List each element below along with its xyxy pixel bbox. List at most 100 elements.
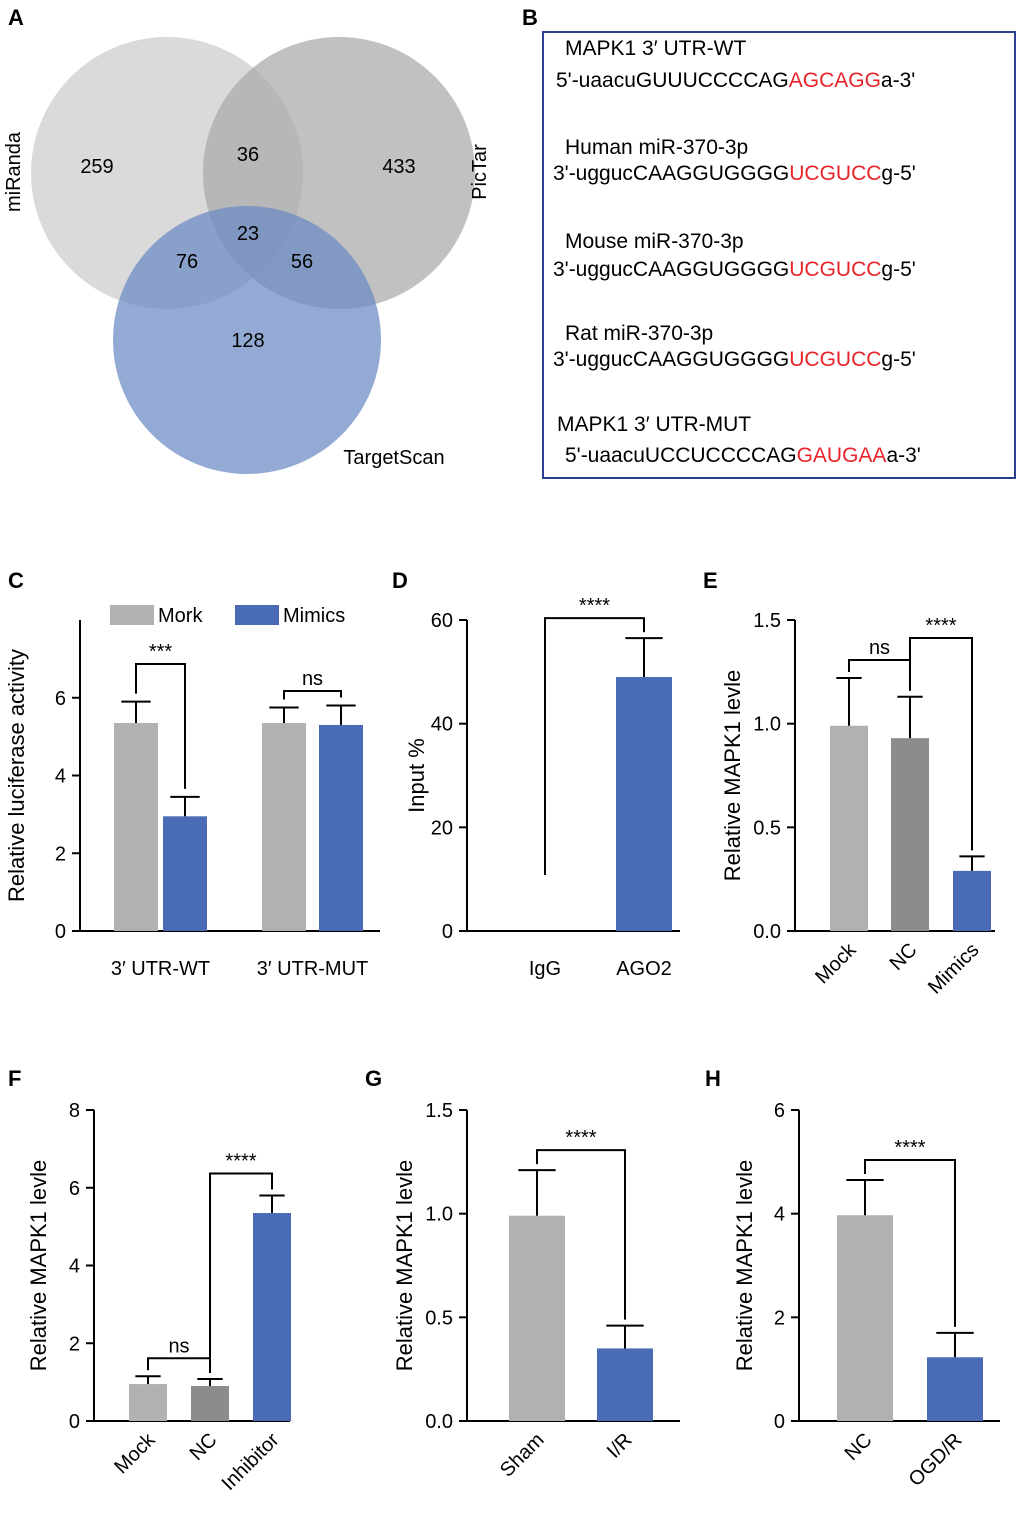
y-axis-label: Input %: [404, 738, 429, 813]
significance-label: ****: [225, 1151, 256, 1173]
venn-count-pictar-targetscan: 56: [291, 251, 313, 273]
x-tick-label: Mock: [811, 938, 861, 988]
y-tick-label: 40: [431, 714, 453, 736]
bar: [830, 725, 868, 931]
y-tick-label: 8: [69, 1100, 80, 1122]
sequence-text: 3'-uggucCAAGGUGGGGUCGUCCg-5': [553, 258, 916, 281]
x-tick-label: OGD/R: [905, 1429, 967, 1491]
y-tick-label: 6: [55, 688, 66, 710]
panel-label-a: A: [8, 5, 24, 30]
bar: [191, 1386, 229, 1421]
y-axis-label: Relative MAPK1 levle: [720, 670, 745, 882]
sequence-block-human: Human miR-370-3p 3'-uggucCAAGGUGGGGUCGUC…: [553, 136, 916, 185]
bar: [891, 738, 929, 931]
y-tick-label: 6: [774, 1100, 785, 1122]
significance-label: ****: [925, 615, 956, 637]
panel-f: F 0 2 4 6 8 Relative MAPK1 levle Mock NCInhibit…: [8, 1066, 291, 1495]
panel-label-g: G: [365, 1066, 382, 1091]
venn-count-miranda-only: 259: [80, 156, 113, 178]
y-tick-label: 2: [774, 1307, 785, 1329]
y-axis-label: Relative luciferase activity: [4, 649, 29, 902]
x-tick-label: 3′ UTR-MUT: [257, 958, 369, 980]
y-tick-label: 4: [69, 1256, 80, 1278]
significance-bracket: [544, 617, 645, 875]
y-tick-label: 2: [69, 1333, 80, 1355]
y-tick-label: 1.0: [425, 1204, 453, 1226]
bar: [114, 723, 158, 931]
legend-item: Mork: [110, 605, 203, 627]
bar: [163, 816, 207, 931]
x-tick-label: Sham: [496, 1429, 549, 1482]
x-tick-label: AGO2: [616, 958, 672, 980]
x-tick-label: Mimics: [924, 939, 984, 999]
y-tick-label: 0.0: [425, 1411, 453, 1433]
bar: [319, 724, 363, 931]
significance-label: ns: [869, 637, 890, 659]
sequence-box: [542, 31, 1016, 479]
bar: [129, 1384, 167, 1421]
legend-swatch: [110, 605, 154, 625]
significance-bracket: [909, 637, 973, 851]
x-tick-label: 3′ UTR-WT: [111, 958, 210, 980]
venn-label-miranda: miRanda: [3, 131, 25, 212]
sequence-text: 5'-uaacuUCCUCCCCAGGAUGAAa-3': [565, 444, 921, 467]
y-tick-label: 0.5: [425, 1307, 453, 1329]
panel-c: C 0 2 4 6 Relative luciferase activity 3′ UTR…: [4, 568, 380, 980]
y-axis-label: Relative MAPK1 levle: [392, 1160, 417, 1372]
panel-g: G 0.0 0.5 1.0 1.5 Relative MAPK1 levle Sham I/…: [365, 1066, 680, 1481]
y-tick-label: 1.5: [753, 610, 781, 632]
venn-count-miranda-pictar: 36: [237, 144, 259, 166]
y-tick-label: 0: [442, 921, 453, 943]
panel-label-e: E: [703, 568, 718, 593]
bar: [597, 1348, 653, 1421]
y-tick-label: 6: [69, 1178, 80, 1200]
venn-count-miranda-targetscan: 76: [176, 251, 198, 273]
bar: [927, 1357, 983, 1421]
x-tick-label: I/R: [603, 1429, 637, 1463]
y-tick-label: 60: [431, 610, 453, 632]
panel-e: E 0.0 0.5 1.0 1.5 Relative MAPK1 levle Mock NC…: [703, 568, 995, 999]
significance-bracket: [848, 659, 911, 691]
y-tick-label: 0: [69, 1411, 80, 1433]
sequence-block-mouse: Mouse miR-370-3p 3'-uggucCAAGGUGGGGUCGUC…: [553, 230, 916, 281]
sequence-text: 5'-uaacuGUUUCCCCAGAGCAGGa-3': [556, 69, 915, 92]
legend-label: Mork: [158, 605, 203, 627]
venn-label-targetscan: TargetScan: [343, 447, 444, 469]
sequence-label: Mouse miR-370-3p: [565, 230, 744, 253]
y-tick-label: 0.5: [753, 817, 781, 839]
bar: [616, 677, 672, 931]
significance-label: ns: [168, 1335, 189, 1357]
y-axis-label: Relative MAPK1 levle: [732, 1160, 757, 1372]
panel-a: A miRanda PicTar TargetScan 259 36 433 2…: [3, 5, 491, 474]
venn-count-targetscan-only: 128: [231, 330, 264, 352]
venn-count-pictar-only: 433: [382, 156, 415, 178]
x-tick-label: NC: [886, 939, 922, 975]
significance-bracket: [147, 1357, 211, 1374]
significance-bracket: [536, 1149, 626, 1320]
sequence-label: Human miR-370-3p: [565, 136, 748, 159]
panel-label-f: F: [8, 1066, 21, 1091]
significance-label: ****: [579, 595, 610, 617]
y-tick-label: 2: [55, 843, 66, 865]
sequence-label: MAPK1 3′ UTR-WT: [565, 37, 746, 60]
significance-bracket: [864, 1158, 956, 1327]
panel-label-c: C: [8, 568, 24, 593]
significance-bracket: [283, 690, 342, 700]
panel-label-d: D: [392, 568, 408, 593]
panel-h: H 0 2 4 6 Relative MAPK1 levle NC OGD/R ****: [705, 1066, 1000, 1491]
significance-bracket: [209, 1172, 273, 1361]
y-tick-label: 0.0: [753, 921, 781, 943]
x-tick-label: NC: [841, 1429, 877, 1465]
venn-circle-targetscan: [113, 206, 381, 474]
sequence-label: MAPK1 3′ UTR-MUT: [557, 413, 751, 436]
y-tick-label: 4: [55, 766, 66, 788]
y-tick-label: 0: [774, 1411, 785, 1433]
bar: [953, 870, 991, 931]
y-tick-label: 0: [55, 921, 66, 943]
sequence-label: Rat miR-370-3p: [565, 322, 713, 345]
panel-b: B MAPK1 3′ UTR-WT 5'-uaacuGUUUCCCCAGAGCA…: [522, 5, 1016, 479]
venn-label-pictar: PicTar: [469, 144, 491, 200]
bar: [262, 723, 306, 931]
bar: [509, 1215, 565, 1421]
